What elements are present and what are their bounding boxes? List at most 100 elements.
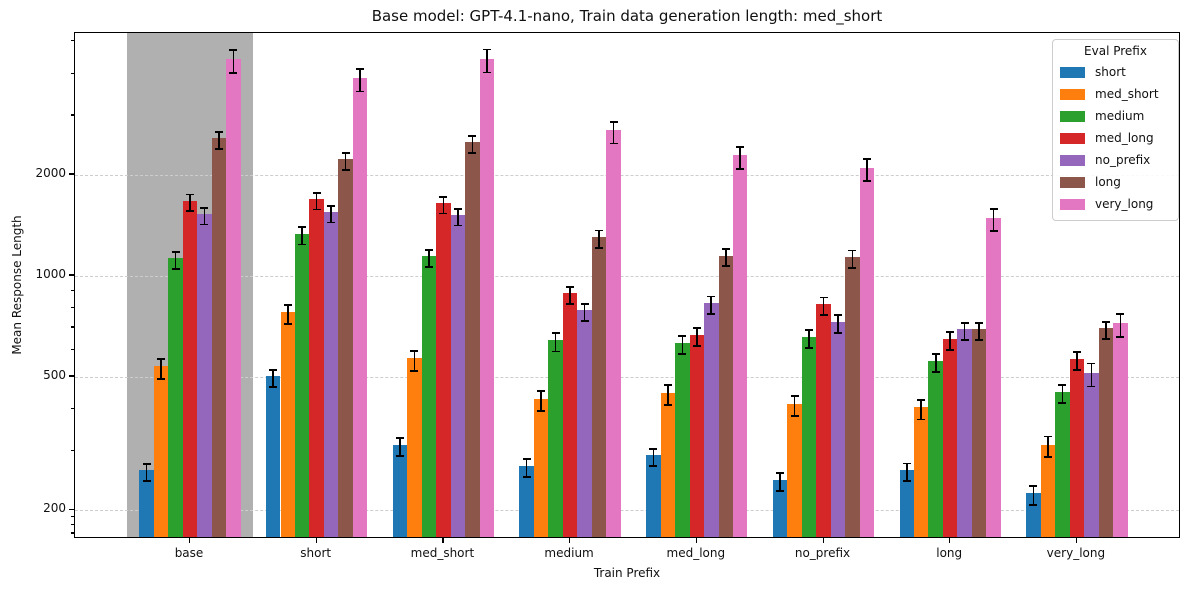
- error-bar-long-very_long: [1101, 320, 1110, 340]
- error-bar-long-medium: [595, 229, 604, 249]
- bar-very_long-medium: [606, 130, 621, 537]
- x-tick-label-short: short: [300, 546, 332, 560]
- legend-swatch-med_long: [1060, 132, 1085, 144]
- error-bar-no_prefix-long: [960, 321, 969, 341]
- bar-med_long-med_short: [436, 202, 451, 537]
- bar-med_short-short: [280, 312, 295, 537]
- error-bar-med_short-base: [157, 357, 166, 380]
- error-bar-very_long-short: [356, 67, 365, 93]
- error-bar-med_long-med_long: [692, 326, 701, 347]
- y-tick: [69, 375, 74, 377]
- bar-short-medium: [519, 465, 534, 537]
- error-bar-med_short-no_prefix: [790, 395, 799, 417]
- error-bar-no_prefix-base: [200, 207, 209, 226]
- x-tick: [569, 538, 571, 543]
- legend-swatch-medium: [1060, 110, 1085, 122]
- legend-item-very_long: very_long: [1060, 193, 1171, 215]
- bar-short-med_short: [392, 444, 408, 537]
- legend-label-med_long: med_long: [1095, 131, 1154, 145]
- y-minor-tick: [71, 532, 74, 534]
- y-axis-label: Mean Response Length: [10, 215, 24, 355]
- legend-label-medium: medium: [1095, 109, 1145, 123]
- error-bar-medium-med_short: [424, 249, 433, 268]
- bar-long-med_short: [465, 142, 480, 537]
- y-gridline: [75, 276, 1179, 277]
- legend-items: short med_short medium med_long no_prefix lon…: [1060, 61, 1171, 215]
- bar-short-base: [139, 470, 154, 537]
- bar-med_short-very_long: [1040, 444, 1056, 537]
- bar-med_short-med_long: [660, 392, 676, 537]
- legend: Eval Prefix short med_short medium med_long…: [1052, 39, 1179, 221]
- bar-very_long-very_long: [1113, 323, 1128, 537]
- y-minor-tick: [71, 306, 74, 309]
- error-bar-short-short: [269, 369, 278, 388]
- error-bar-short-base: [142, 463, 151, 482]
- legend-item-short: short: [1060, 61, 1171, 83]
- error-bar-medium-long: [931, 353, 940, 374]
- bar-medium-medium: [548, 340, 563, 537]
- bar-med_long-medium: [562, 293, 578, 537]
- y-tick-label: 200: [43, 501, 66, 516]
- error-bar-medium-no_prefix: [805, 329, 814, 349]
- error-bar-long-no_prefix: [848, 249, 857, 269]
- error-bar-med_long-no_prefix: [819, 296, 828, 316]
- legend-label-long: long: [1095, 175, 1121, 189]
- bar-medium-short: [294, 233, 310, 537]
- legend-label-short: short: [1095, 65, 1126, 79]
- bar-long-long: [971, 329, 987, 537]
- legend-swatch-long: [1060, 176, 1085, 188]
- error-bar-long-med_long: [721, 248, 730, 268]
- y-tick: [69, 274, 74, 276]
- bar-long-very_long: [1098, 328, 1114, 537]
- bar-no_prefix-base: [197, 214, 212, 537]
- legend-title: Eval Prefix: [1084, 44, 1147, 58]
- bar-very_long-med_short: [479, 58, 495, 537]
- x-tick-label-no_prefix: no_prefix: [794, 546, 851, 560]
- y-minor-tick: [71, 516, 74, 518]
- error-bar-very_long-medium: [609, 120, 618, 145]
- bar-very_long-base: [226, 59, 241, 537]
- x-tick-label-med_short: med_short: [410, 546, 475, 560]
- bar-med_short-long: [914, 407, 929, 537]
- bar-long-no_prefix: [845, 256, 860, 537]
- bar-no_prefix-med_long: [704, 302, 719, 537]
- error-bar-no_prefix-med_short: [453, 208, 462, 227]
- error-bar-short-med_long: [649, 448, 658, 467]
- y-minor-tick: [71, 407, 74, 410]
- error-bar-medium-very_long: [1058, 384, 1067, 404]
- error-bar-med_long-very_long: [1072, 351, 1081, 371]
- bar-short-short: [266, 376, 281, 537]
- bar-no_prefix-long: [957, 329, 972, 537]
- error-bar-no_prefix-medium: [580, 302, 589, 323]
- error-bar-very_long-no_prefix: [862, 158, 871, 182]
- bar-very_long-no_prefix: [859, 167, 875, 537]
- x-tick: [822, 538, 824, 543]
- bar-no_prefix-medium: [577, 310, 592, 537]
- bar-med_long-base: [182, 200, 198, 537]
- error-bar-med_short-med_short: [410, 349, 419, 372]
- legend-swatch-short: [1060, 66, 1085, 78]
- x-axis-label: Train Prefix: [593, 566, 661, 580]
- y-minor-tick: [71, 40, 74, 42]
- error-bar-med_short-very_long: [1043, 435, 1052, 459]
- error-bar-medium-medium: [551, 332, 560, 353]
- error-bar-very_long-base: [229, 48, 238, 75]
- bar-medium-very_long: [1055, 391, 1070, 537]
- bar-no_prefix-med_short: [450, 214, 466, 537]
- legend-item-no_prefix: no_prefix: [1060, 149, 1171, 171]
- error-bar-med_short-long: [917, 399, 926, 421]
- x-tick-label-med_long: med_long: [666, 546, 726, 560]
- error-bar-no_prefix-short: [327, 205, 336, 224]
- x-tick: [442, 538, 444, 543]
- error-bar-long-med_short: [468, 135, 477, 154]
- y-gridline: [75, 510, 1179, 512]
- bar-medium-med_long: [675, 342, 690, 537]
- bar-short-no_prefix: [772, 480, 788, 537]
- bar-very_long-med_long: [733, 155, 748, 537]
- x-tick-label-very_long: very_long: [1046, 546, 1106, 560]
- error-bar-very_long-very_long: [1116, 313, 1125, 338]
- y-minor-tick: [71, 72, 74, 74]
- x-tick-label-base: base: [174, 546, 204, 560]
- bar-no_prefix-short: [323, 212, 339, 537]
